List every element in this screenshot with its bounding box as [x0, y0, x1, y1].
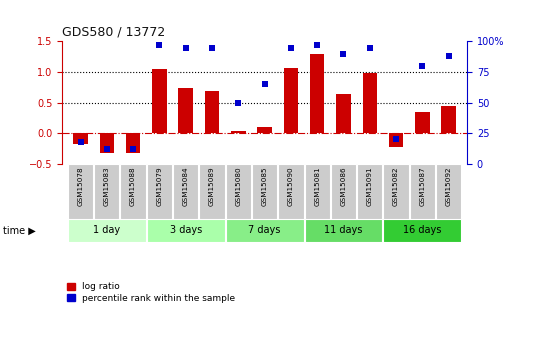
Text: GSM15090: GSM15090 [288, 166, 294, 206]
Bar [226, 219, 303, 242]
Bar [331, 164, 356, 219]
Bar [336, 94, 350, 133]
Text: GSM15083: GSM15083 [104, 166, 110, 206]
Bar [226, 164, 251, 219]
Bar [442, 106, 456, 133]
Bar [389, 133, 403, 147]
Bar [383, 219, 461, 242]
Text: GSM15091: GSM15091 [367, 166, 373, 206]
Bar [73, 133, 87, 144]
Bar [415, 112, 430, 133]
Bar [94, 164, 119, 219]
Text: GSM15084: GSM15084 [183, 166, 188, 206]
Point [313, 42, 321, 48]
Text: 1 day: 1 day [93, 225, 120, 235]
Bar [147, 219, 225, 242]
Point [208, 45, 217, 50]
Bar [68, 164, 93, 219]
Bar [147, 164, 172, 219]
Text: 7 days: 7 days [248, 225, 281, 235]
Bar [252, 164, 277, 219]
Point [155, 42, 164, 48]
Text: GSM15081: GSM15081 [314, 166, 320, 206]
Text: GSM15092: GSM15092 [446, 166, 451, 206]
Point [366, 45, 374, 50]
Bar [152, 69, 167, 133]
Point [129, 146, 137, 152]
Bar [173, 164, 198, 219]
Legend: log ratio, percentile rank within the sample: log ratio, percentile rank within the sa… [66, 282, 235, 303]
Bar [310, 53, 325, 133]
Text: GSM15079: GSM15079 [157, 166, 163, 206]
Text: GSM15085: GSM15085 [261, 166, 268, 206]
Text: GSM15089: GSM15089 [209, 166, 215, 206]
Bar [199, 164, 225, 219]
Bar [258, 127, 272, 133]
Point [103, 146, 111, 152]
Bar [436, 164, 461, 219]
Bar [278, 164, 303, 219]
Point [234, 100, 242, 105]
Bar [410, 164, 435, 219]
Point [260, 81, 269, 87]
Bar [120, 164, 146, 219]
Text: 16 days: 16 days [403, 225, 442, 235]
Point [418, 63, 427, 69]
Bar [305, 164, 330, 219]
Text: GSM15086: GSM15086 [341, 166, 347, 206]
Point [444, 53, 453, 59]
Text: time ▶: time ▶ [3, 225, 36, 235]
Bar [68, 219, 146, 242]
Text: GDS580 / 13772: GDS580 / 13772 [62, 26, 165, 39]
Text: GSM15078: GSM15078 [78, 166, 84, 206]
Point [392, 137, 401, 142]
Text: GSM15080: GSM15080 [235, 166, 241, 206]
Text: 11 days: 11 days [325, 225, 363, 235]
Text: GSM15088: GSM15088 [130, 166, 136, 206]
Bar [231, 131, 246, 133]
Bar [99, 133, 114, 153]
Bar [284, 68, 298, 133]
Bar [383, 164, 409, 219]
Bar [362, 73, 377, 133]
Bar [205, 91, 219, 133]
Bar [305, 219, 382, 242]
Text: GSM15087: GSM15087 [420, 166, 426, 206]
Text: GSM15082: GSM15082 [393, 166, 399, 206]
Point [287, 45, 295, 50]
Point [181, 45, 190, 50]
Text: 3 days: 3 days [170, 225, 202, 235]
Bar [179, 88, 193, 133]
Point [339, 51, 348, 56]
Bar [126, 133, 140, 153]
Point [76, 139, 85, 145]
Bar [357, 164, 382, 219]
